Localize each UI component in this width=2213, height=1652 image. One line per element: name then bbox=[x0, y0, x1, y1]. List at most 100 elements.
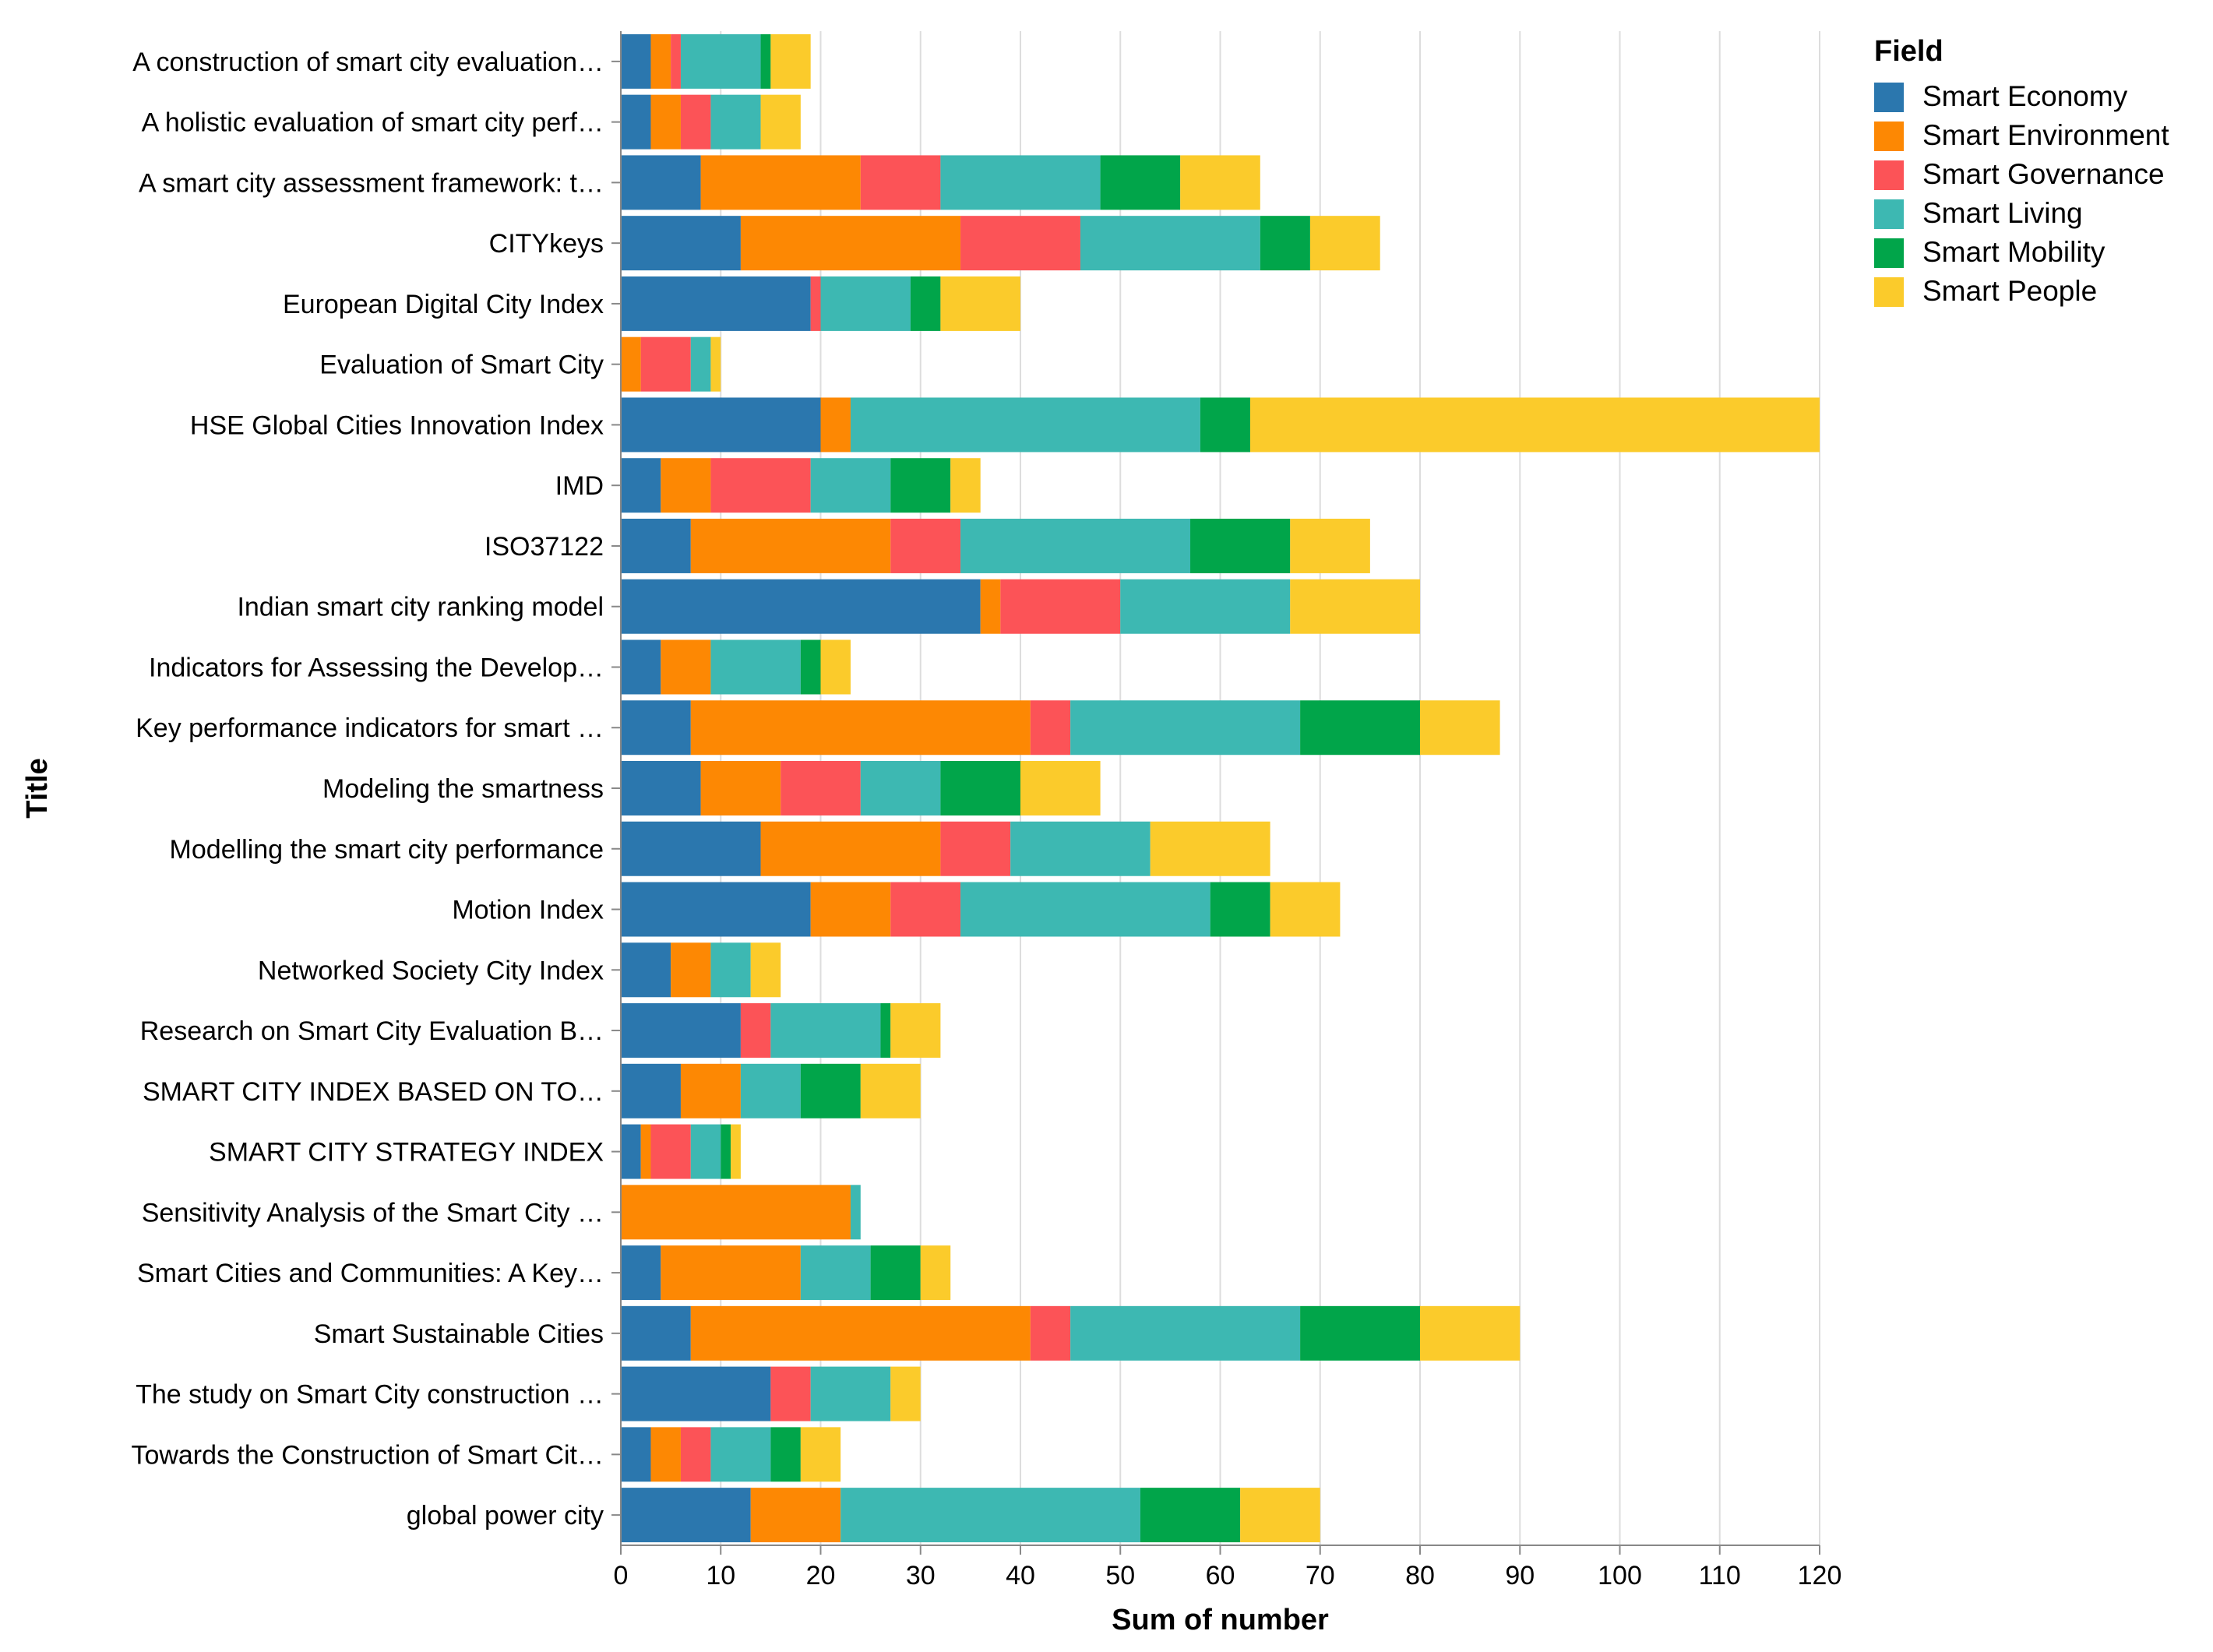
y-tick-label-17: SMART CITY INDEX BASED ON TO… bbox=[143, 1077, 604, 1107]
bar-21-smart-economy bbox=[621, 1305, 691, 1361]
bar-3-smart-environment bbox=[740, 216, 961, 271]
bar-0-smart-people bbox=[770, 33, 811, 89]
bar-12-smart-governance bbox=[781, 761, 861, 815]
y-tick-label-16: Research on Smart City Evaluation B… bbox=[140, 1016, 604, 1046]
bar-11-smart-environment bbox=[690, 700, 1031, 756]
y-tick-label-23: Towards the Construction of Smart Cit… bbox=[131, 1440, 604, 1470]
y-tick-label-24: global power city bbox=[407, 1501, 604, 1530]
bar-0-smart-economy bbox=[621, 33, 651, 89]
bar-23-smart-governance bbox=[680, 1427, 711, 1482]
axis-layer: 0 10 20 30 40 50 60 70 80 90 100 110 120 A constructi… bbox=[21, 31, 1841, 1636]
x-tick-label-50: 50 bbox=[1105, 1561, 1135, 1590]
bar-13-smart-living bbox=[1010, 821, 1151, 876]
legend-label-smart-living: Smart Living bbox=[1922, 197, 2083, 229]
y-tick-label-18: SMART CITY STRATEGY INDEX bbox=[209, 1138, 604, 1168]
bar-1-smart-economy bbox=[621, 94, 651, 150]
bar-2-smart-governance bbox=[860, 155, 941, 210]
bar-17-smart-people bbox=[860, 1063, 921, 1118]
bar-4-smart-people bbox=[940, 276, 1020, 331]
bar-21-smart-people bbox=[1420, 1305, 1521, 1361]
bar-15-smart-people bbox=[750, 942, 781, 998]
bar-22-smart-economy bbox=[621, 1366, 771, 1421]
bar-11-smart-economy bbox=[621, 700, 691, 756]
bar-3-smart-governance bbox=[960, 216, 1080, 271]
bar-7-smart-environment bbox=[661, 458, 711, 513]
bar-19-smart-living bbox=[850, 1185, 861, 1240]
bar-20-smart-mobility bbox=[870, 1245, 921, 1301]
bar-16-smart-governance bbox=[740, 1003, 771, 1058]
bar-13-smart-people bbox=[1150, 821, 1270, 876]
legend-swatch-smart-people bbox=[1874, 277, 1904, 307]
bar-15-smart-economy bbox=[621, 942, 671, 998]
x-tick-label-0: 0 bbox=[614, 1561, 629, 1590]
bar-4-smart-mobility bbox=[910, 276, 941, 331]
legend-swatch-smart-environment bbox=[1874, 122, 1904, 151]
x-tick-label-120: 120 bbox=[1798, 1561, 1842, 1590]
y-tick-label-21: Smart Sustainable Cities bbox=[314, 1319, 604, 1349]
bar-8-smart-governance bbox=[890, 518, 961, 573]
y-tick-label-11: Key performance indicators for smart … bbox=[136, 713, 604, 743]
bar-12-smart-economy bbox=[621, 761, 701, 815]
bar-22-smart-people bbox=[890, 1366, 921, 1421]
legend-swatch-smart-living bbox=[1874, 199, 1904, 229]
bar-2-smart-people bbox=[1180, 155, 1260, 210]
bar-12-smart-people bbox=[1020, 761, 1101, 815]
bar-6-smart-people bbox=[1249, 397, 1820, 453]
bar-24-smart-mobility bbox=[1140, 1488, 1241, 1543]
bar-1-smart-living bbox=[710, 94, 761, 150]
x-axis-title: Sum of number bbox=[1112, 1604, 1329, 1636]
y-tick-label-1: A holistic evaluation of smart city perf… bbox=[142, 108, 604, 138]
bar-7-smart-living bbox=[810, 458, 891, 513]
bar-0-smart-mobility bbox=[760, 33, 771, 89]
bar-10-smart-economy bbox=[621, 639, 661, 695]
bar-10-smart-mobility bbox=[800, 639, 821, 695]
bar-8-smart-mobility bbox=[1190, 518, 1291, 573]
bar-11-smart-mobility bbox=[1300, 700, 1420, 756]
x-tick-label-40: 40 bbox=[1006, 1561, 1035, 1590]
bar-12-smart-mobility bbox=[940, 761, 1020, 815]
bar-17-smart-environment bbox=[680, 1063, 741, 1118]
x-tick-label-10: 10 bbox=[706, 1561, 735, 1590]
bar-4-smart-economy bbox=[621, 276, 811, 331]
bar-10-smart-environment bbox=[661, 639, 711, 695]
y-tick-label-4: European Digital City Index bbox=[283, 290, 604, 319]
y-tick-label-8: ISO37122 bbox=[485, 532, 604, 562]
bar-9-smart-people bbox=[1290, 579, 1420, 634]
bar-9-smart-economy bbox=[621, 579, 981, 634]
y-axis-title: Title bbox=[21, 758, 54, 818]
y-tick-label-19: Sensitivity Analysis of the Smart City … bbox=[142, 1198, 604, 1228]
bar-24-smart-environment bbox=[750, 1488, 841, 1543]
bar-8-smart-economy bbox=[621, 518, 691, 573]
bar-9-smart-living bbox=[1120, 579, 1291, 634]
x-tick-label-30: 30 bbox=[906, 1561, 936, 1590]
bar-18-smart-people bbox=[731, 1124, 741, 1179]
bar-5-smart-living bbox=[690, 336, 711, 392]
bar-7-smart-mobility bbox=[890, 458, 951, 513]
bar-10-smart-living bbox=[710, 639, 801, 695]
bar-14-smart-environment bbox=[810, 882, 891, 937]
bar-14-smart-living bbox=[960, 882, 1210, 937]
bar-22-smart-living bbox=[810, 1366, 891, 1421]
y-tick-label-0: A construction of smart city evaluation… bbox=[132, 48, 604, 77]
bar-18-smart-governance bbox=[650, 1124, 691, 1179]
y-tick-label-15: Networked Society City Index bbox=[258, 956, 604, 985]
x-tick-label-80: 80 bbox=[1405, 1561, 1435, 1590]
bar-6-smart-living bbox=[850, 397, 1200, 453]
bar-3-smart-living bbox=[1080, 216, 1260, 271]
legend-swatch-smart-economy bbox=[1874, 83, 1904, 112]
bar-20-smart-living bbox=[800, 1245, 871, 1301]
bar-1-smart-environment bbox=[650, 94, 681, 150]
legend: Field Smart Economy Smart Environment Smart… bbox=[1874, 35, 2169, 307]
bar-7-smart-people bbox=[950, 458, 981, 513]
bar-11-smart-people bbox=[1420, 700, 1500, 756]
bar-18-smart-environment bbox=[640, 1124, 651, 1179]
x-tick-label-20: 20 bbox=[806, 1561, 836, 1590]
bar-13-smart-economy bbox=[621, 821, 761, 876]
bar-14-smart-governance bbox=[890, 882, 961, 937]
bar-15-smart-environment bbox=[671, 942, 711, 998]
bar-13-smart-governance bbox=[940, 821, 1011, 876]
y-tick-label-14: Motion Index bbox=[452, 896, 604, 925]
bar-6-smart-economy bbox=[621, 397, 821, 453]
bar-10-smart-people bbox=[820, 639, 851, 695]
